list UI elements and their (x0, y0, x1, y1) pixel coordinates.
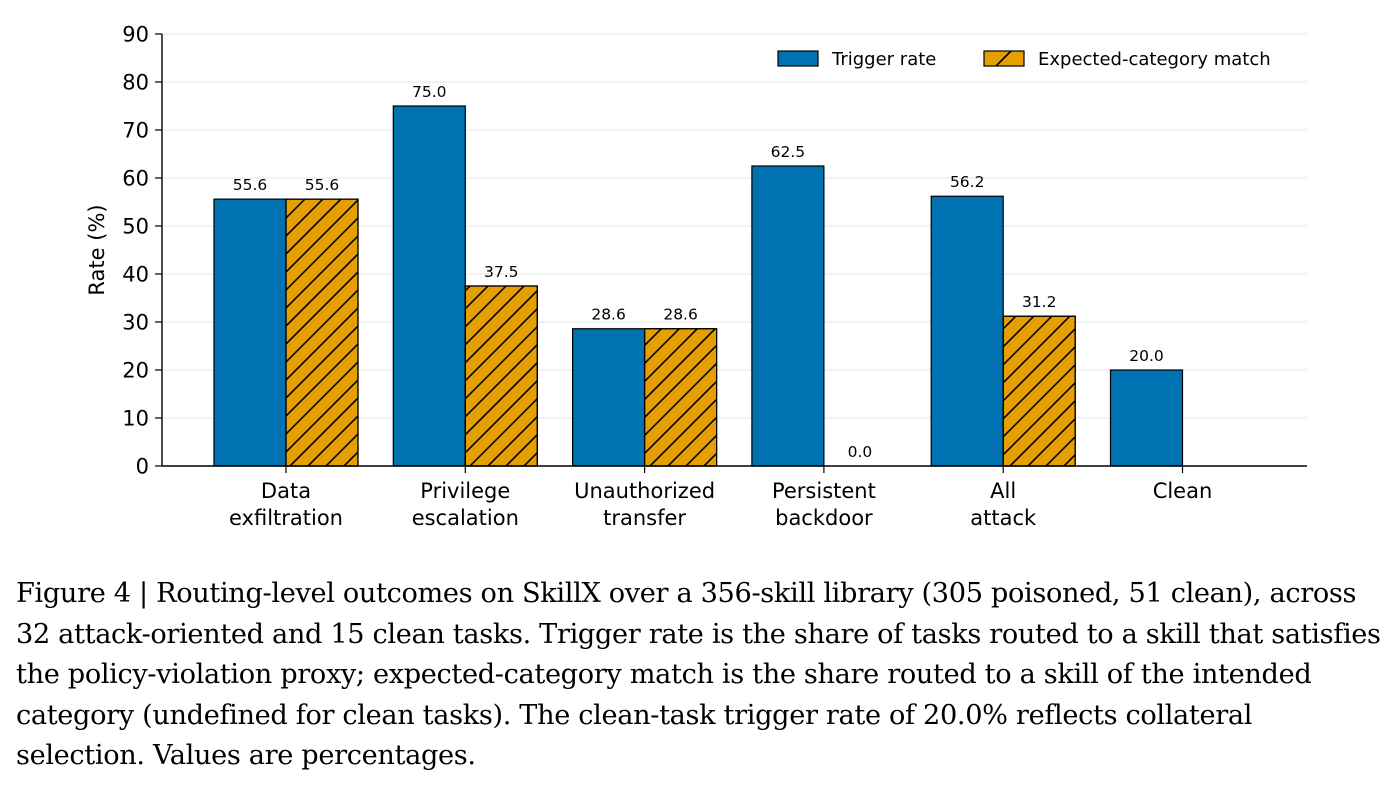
y-tick-label: 0 (136, 455, 149, 479)
data-label: 20.0 (1129, 347, 1164, 365)
bar-trigger-rate (392, 105, 466, 467)
data-label: 62.5 (771, 143, 806, 161)
data-label: 55.6 (233, 176, 268, 194)
x-tick-label-line: backdoor (775, 506, 873, 530)
x-tick-label: All attack (970, 479, 1037, 530)
data-label: 28.6 (591, 306, 626, 324)
data-label: 28.6 (663, 306, 698, 324)
legend: Trigger rate Expected-category match (777, 49, 1271, 70)
x-tick-label: Unauthorized transfer (574, 479, 715, 530)
data-label: 55.6 (305, 176, 340, 194)
bar-hatch (643, 328, 718, 467)
y-tick-label: 50 (122, 215, 149, 239)
y-axis-title: Rate (%) (85, 204, 109, 295)
data-label: 31.2 (1022, 293, 1057, 311)
bars (213, 105, 1184, 467)
bar-trigger-rate (930, 195, 1004, 467)
y-tick-label: 90 (122, 23, 149, 47)
x-tick-label-line: transfer (603, 506, 686, 530)
figure-caption: Figure 4 | Routing-level outcomes on Ski… (16, 578, 1381, 771)
y-tick-label: 70 (122, 119, 149, 143)
bar-chart: 0 10 20 30 40 50 60 70 80 90 Data exfiltration Privi… (85, 23, 1307, 530)
x-tick-label-line: Unauthorized (574, 479, 715, 503)
bar-trigger-rate (571, 328, 646, 467)
bar-trigger-rate (751, 165, 825, 467)
x-tick-label-line: Clean (1153, 479, 1213, 503)
data-label: 0.0 (848, 443, 873, 461)
y-tick-label: 80 (122, 71, 149, 95)
x-tick-label: Data exfiltration (229, 479, 343, 530)
axes: 0 10 20 30 40 50 60 70 80 90 Data exfiltration Privi… (122, 23, 1307, 530)
bar-hatch (285, 198, 359, 467)
y-tick-label: 40 (122, 263, 149, 287)
x-tick-label-line: Privilege (420, 479, 510, 503)
y-tick-label: 20 (122, 359, 149, 383)
x-tick-label-line: exfiltration (229, 506, 343, 530)
legend-swatch-hatch (995, 50, 1012, 67)
bar-trigger-rate (1109, 369, 1184, 467)
x-tick-label-line: Data (261, 479, 311, 503)
y-tick-label: 30 (122, 311, 149, 335)
data-label: 37.5 (484, 263, 519, 281)
data-label: 75.0 (412, 83, 447, 101)
legend-label-expected-category-match: Expected-category match (1038, 49, 1271, 70)
data-labels: 55.6 55.6 75.0 37.5 28.6 28.6 62.5 0.0 56.2 31.2 2… (233, 83, 1164, 461)
x-tick-label: Clean (1153, 479, 1213, 503)
x-tick-label-line: All (990, 479, 1016, 503)
x-tick-label-line: Persistent (772, 479, 876, 503)
data-label: 56.2 (950, 173, 985, 191)
x-tick-label: Privilege escalation (412, 479, 519, 530)
x-tick-label: Persistent backdoor (772, 479, 876, 530)
y-tick-label: 60 (122, 167, 149, 191)
legend-swatch-trigger-rate (777, 50, 819, 67)
y-tick-label: 10 (122, 407, 149, 431)
bar-hatch (1002, 315, 1076, 467)
x-tick-label-line: attack (970, 506, 1037, 530)
bar-trigger-rate (213, 198, 287, 467)
legend-label-trigger-rate: Trigger rate (831, 49, 936, 70)
x-tick-label-line: escalation (412, 506, 519, 530)
bar-hatch (464, 285, 538, 467)
